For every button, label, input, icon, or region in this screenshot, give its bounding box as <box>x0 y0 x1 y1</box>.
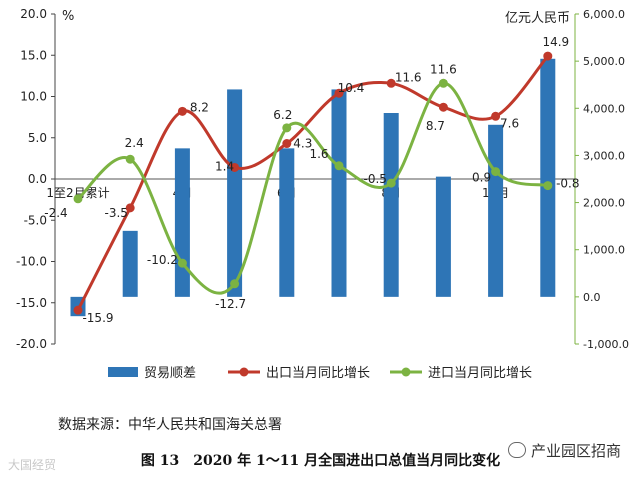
left-tick-label: 20.0 <box>20 7 47 21</box>
legend-label-import: 进口当月同比增长 <box>428 366 532 381</box>
left-axis-unit: % <box>62 9 74 24</box>
watermark-right-text: 产业园区招商 <box>531 442 622 460</box>
right-tick-label: 0.0 <box>583 291 601 304</box>
bars <box>70 58 556 317</box>
data-label-export: 14.9 <box>542 35 569 49</box>
left-tick-label: 10.0 <box>20 90 47 104</box>
point-export-growth <box>386 78 396 88</box>
legend-label-trade-surplus: 贸易顺差 <box>144 366 196 381</box>
point-import-growth <box>438 78 448 88</box>
figure-caption: 图 13 2020 年 1～11 月全国进出口总值当月同比变化 <box>140 453 501 469</box>
point-import-growth <box>282 123 292 133</box>
bar-trade-surplus <box>174 148 190 297</box>
left-tick-label: 0.0 <box>28 172 47 186</box>
left-tick-label: -20.0 <box>16 337 47 351</box>
point-import-growth <box>386 178 396 188</box>
legend-label-export: 出口当月同比增长 <box>266 366 370 381</box>
legend-swatch-trade-surplus <box>108 367 138 377</box>
legend-marker-export <box>239 367 249 377</box>
data-label-import: 1.6 <box>309 147 328 161</box>
point-import-growth <box>491 167 501 177</box>
point-export-growth <box>491 111 501 121</box>
data-label-export: 11.6 <box>395 70 422 84</box>
bar-trade-surplus <box>122 230 138 297</box>
right-axis-unit: 亿元人民币 <box>505 11 570 26</box>
watermark-left: 大国经贸 <box>8 458 57 472</box>
left-tick-label: -5.0 <box>24 213 47 227</box>
legend: 贸易顺差 出口当月同比增长 进口当月同比增长 <box>108 366 532 381</box>
wechat-icon <box>508 442 526 458</box>
left-tick-label: -15.0 <box>16 296 47 310</box>
right-tick-label: -1,000.0 <box>583 338 629 351</box>
right-tick-label: 5,000.0 <box>583 55 625 68</box>
data-label-import: -0.8 <box>556 177 579 191</box>
right-tick-label: 4,000.0 <box>583 102 625 115</box>
bar-trade-surplus <box>488 124 504 297</box>
data-label-import: -12.7 <box>215 297 246 311</box>
point-import-growth <box>73 194 83 204</box>
x-tick-label: 1至2月累计 <box>46 186 109 200</box>
bar-trade-surplus <box>540 58 556 297</box>
bar-trade-surplus <box>227 89 243 297</box>
lines <box>73 51 553 315</box>
point-export-growth <box>438 102 448 112</box>
data-label-export: 8.7 <box>426 119 445 133</box>
point-import-growth <box>543 181 553 191</box>
data-label-export: 7.6 <box>500 116 519 130</box>
data-label-import: 11.6 <box>430 62 457 76</box>
data-label-import: 6.2 <box>273 108 292 122</box>
right-tick-label: 3,000.0 <box>583 149 625 162</box>
point-export-growth <box>334 88 344 98</box>
chart: -20.0 -15.0 -10.0 -5.0 0.0 5.0 10.0 15.0 20.0 -1,… <box>16 7 629 381</box>
bar-trade-surplus <box>383 113 399 297</box>
chart-svg: -20.0 -15.0 -10.0 -5.0 0.0 5.0 10.0 15.0 20.0 -1,… <box>16 7 629 381</box>
point-export-growth <box>177 106 187 116</box>
data-label-export: 8.2 <box>190 100 209 114</box>
bar-trade-surplus <box>279 148 295 297</box>
data-label-export: -3.5 <box>104 206 127 220</box>
right-tick-label: 1,000.0 <box>583 244 625 257</box>
data-source-note: 数据来源：中华人民共和国海关总署 <box>58 417 282 433</box>
point-export-growth <box>543 51 553 61</box>
watermark-right: 产业园区招商 <box>508 440 621 461</box>
point-import-growth <box>230 279 240 289</box>
bar-trade-surplus <box>435 176 451 297</box>
axes: -20.0 -15.0 -10.0 -5.0 0.0 5.0 10.0 15.0 20.0 -1,… <box>16 7 629 351</box>
data-label-import: 0.9 <box>472 171 491 185</box>
data-label-export: -15.9 <box>82 311 113 325</box>
right-tick-label: 2,000.0 <box>583 197 625 210</box>
data-label-export: 4.3 <box>293 137 312 151</box>
point-import-growth <box>125 154 135 164</box>
point-export-growth <box>230 162 240 172</box>
legend-marker-import <box>401 367 411 377</box>
data-label-import: -10.2 <box>147 253 178 267</box>
data-label-import: -2.4 <box>44 206 67 220</box>
point-import-growth <box>334 161 344 171</box>
point-export-growth <box>125 203 135 213</box>
right-tick-label: 6,000.0 <box>583 8 625 21</box>
bar-trade-surplus <box>331 89 347 297</box>
point-import-growth <box>177 258 187 268</box>
left-tick-label: 15.0 <box>20 48 47 62</box>
line-import-growth <box>76 81 549 295</box>
data-label-export: 1.4 <box>215 159 234 173</box>
left-tick-label: -10.0 <box>16 255 47 269</box>
point-export-growth <box>73 305 83 315</box>
data-label-import: -0.5 <box>363 172 386 186</box>
data-label-export: 10.4 <box>338 81 365 95</box>
data-labels: -15.9 -3.5 8.2 1.4 4.3 10.4 11.6 8.7 7.6 14.9 -2.4… <box>44 35 579 325</box>
data-label-import: 2.4 <box>125 136 144 150</box>
point-export-growth <box>282 139 292 149</box>
left-tick-label: 5.0 <box>28 131 47 145</box>
